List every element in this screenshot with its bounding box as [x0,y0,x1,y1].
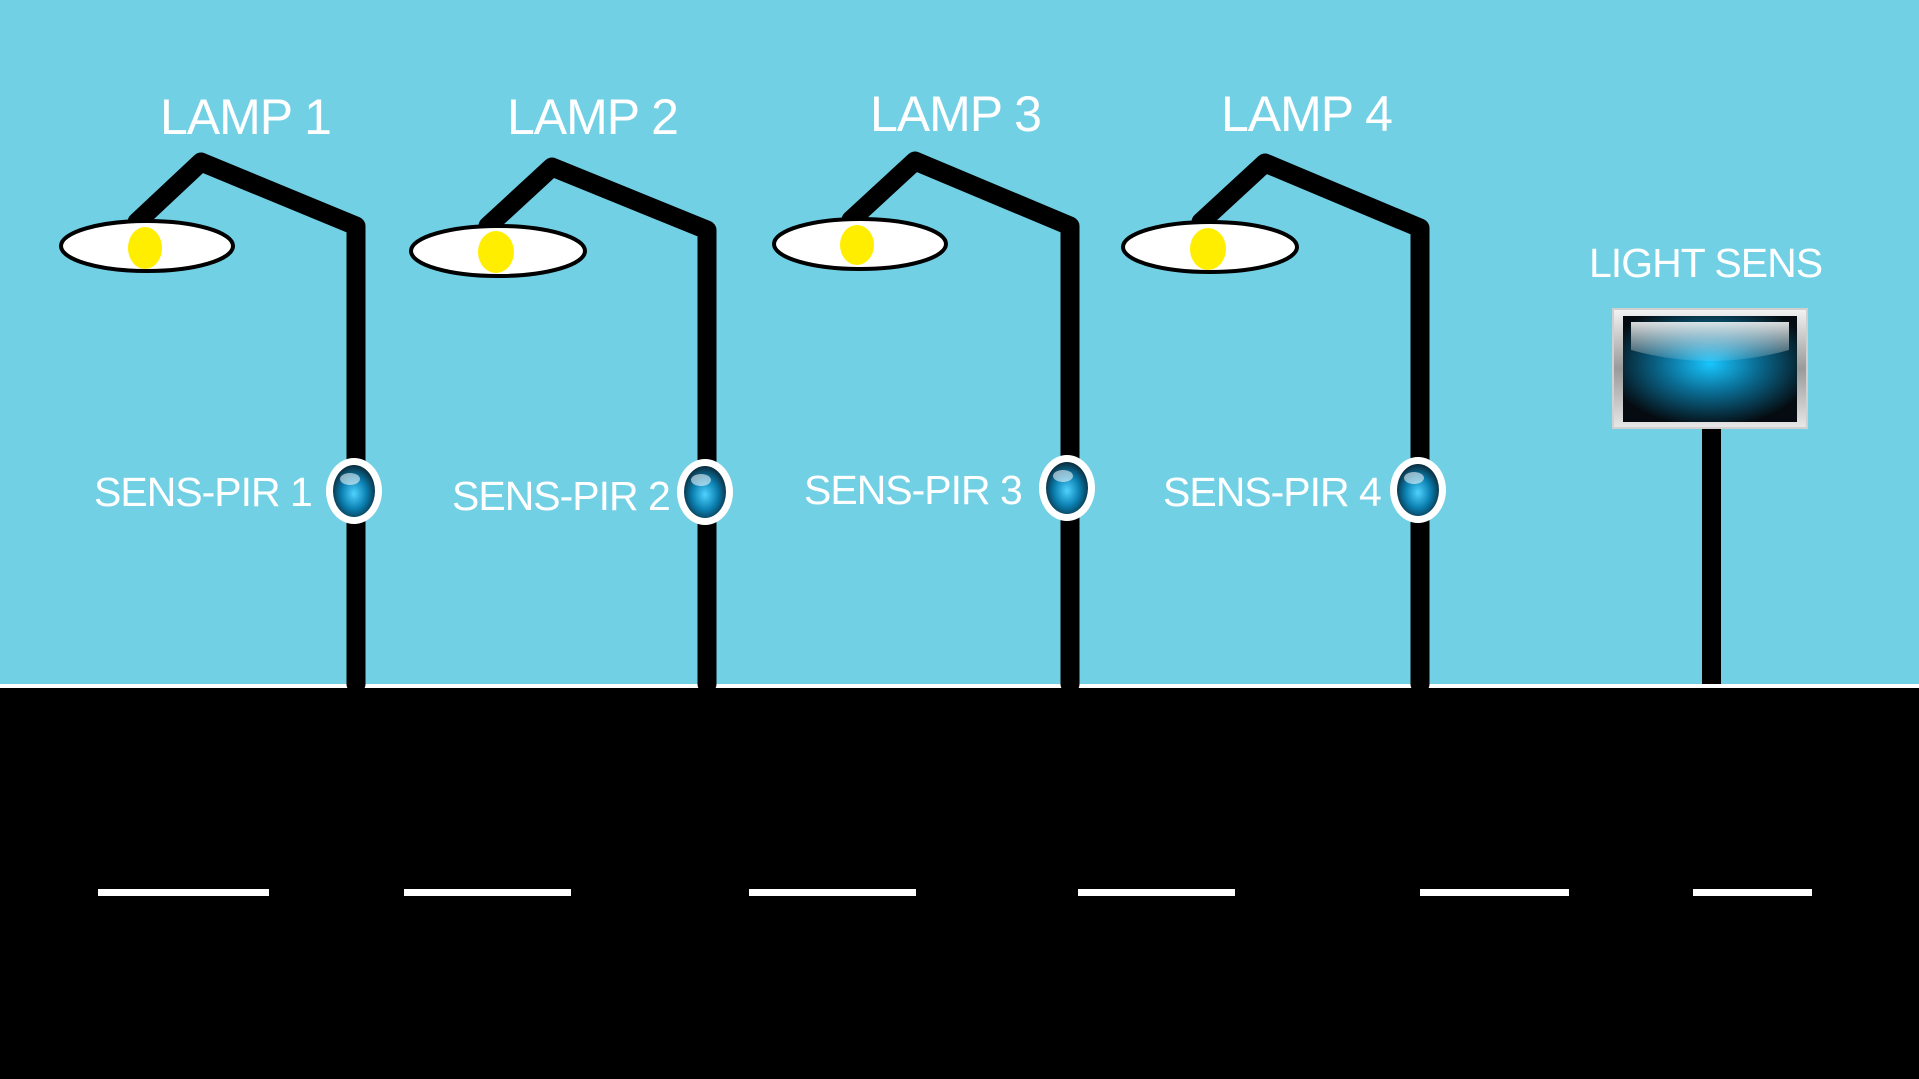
pir-sensor-label: SENS-PIR 1 [94,469,313,515]
street-lamp-icon [772,151,1080,694]
lane-marking [98,889,269,896]
road-edge-line [0,684,1919,688]
lamp-title: LAMP 1 [160,89,332,145]
lane-marking [1420,889,1569,896]
road [0,688,1919,1079]
lane-marking [1078,889,1235,896]
light-sensor-panel-icon [1612,308,1808,684]
lamp-title: LAMP 2 [507,89,679,145]
street-lamp-icon [59,152,366,694]
lamp-title: LAMP 3 [870,86,1042,142]
pir-sensor-label: SENS-PIR 4 [1163,469,1382,515]
pir-sensor-label: SENS-PIR 2 [452,473,671,519]
motion-sensor-icon [1039,455,1095,521]
street-lamp-icon [409,157,717,694]
street-lamp-icon [1121,153,1430,694]
motion-sensor-icon [1390,457,1446,523]
lane-marking [749,889,916,896]
lamp-title: LAMP 4 [1221,86,1393,142]
light-sensor-label: LIGHT SENS [1589,240,1823,286]
lane-marking [404,889,571,896]
lane-marking [1693,889,1812,896]
motion-sensor-icon [326,458,382,524]
pir-sensor-label: SENS-PIR 3 [804,467,1023,513]
motion-sensor-icon [677,459,733,525]
